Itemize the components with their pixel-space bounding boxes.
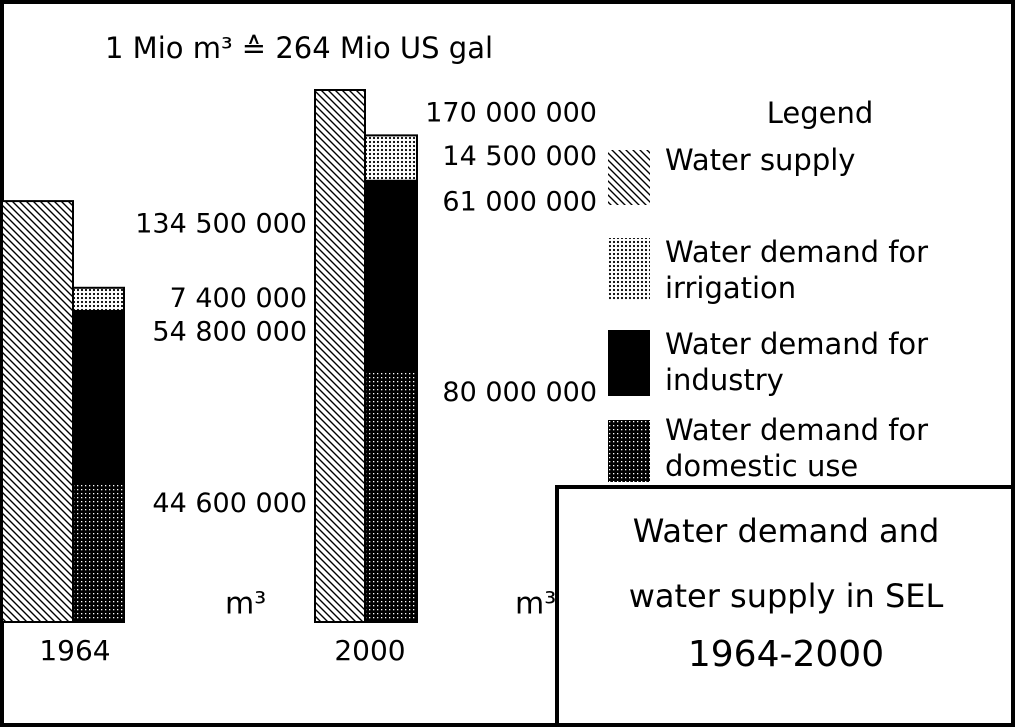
title-line: 1964-2000: [688, 634, 884, 675]
bar: [1, 200, 74, 623]
legend-label: Water demand for irrigation: [665, 235, 929, 305]
bar-segment: [364, 370, 418, 623]
legend-label: Water demand for domestic use: [665, 413, 929, 483]
unit-label: m³: [225, 587, 266, 622]
data-label: 61 000 000: [442, 186, 597, 217]
legend-swatch: [608, 420, 650, 482]
unit-label: m³: [515, 587, 556, 622]
legend-entry: Water supply: [665, 143, 856, 177]
legend-entry: Water demand for irrigation: [665, 235, 929, 305]
bar-segment: [72, 286, 125, 312]
legend-entry: Water demand for domestic use: [665, 413, 929, 483]
data-label: 170 000 000: [425, 98, 597, 129]
data-label: 44 600 000: [152, 488, 307, 519]
legend-entry: Water demand for industry: [665, 327, 929, 397]
legend-title: Legend: [767, 96, 874, 130]
conversion-note: 1 Mio m³ ≙ 264 Mio US gal: [105, 31, 493, 65]
data-label: 7 400 000: [170, 283, 307, 314]
legend-label: Water demand for industry: [665, 327, 929, 397]
bar-segment: [72, 481, 125, 623]
x-tick-label: 2000: [334, 634, 405, 667]
bar-segment: [364, 179, 418, 373]
bar-segment: [364, 134, 418, 182]
bar: [314, 89, 366, 623]
legend-label: Water supply: [665, 143, 856, 177]
x-tick-label: 1964: [39, 634, 110, 667]
title-line: water supply in SEL: [629, 577, 944, 615]
data-label: 14 500 000: [442, 141, 597, 172]
bar-segment: [72, 309, 125, 484]
legend-swatch: [608, 150, 650, 205]
legend-swatch: [608, 330, 650, 396]
data-label: 54 800 000: [152, 316, 307, 347]
title-line: Water demand and: [633, 512, 940, 550]
data-label: 134 500 000: [135, 209, 307, 240]
legend-swatch: [608, 238, 650, 300]
title-box: [555, 485, 1015, 727]
data-label: 80 000 000: [442, 377, 597, 408]
